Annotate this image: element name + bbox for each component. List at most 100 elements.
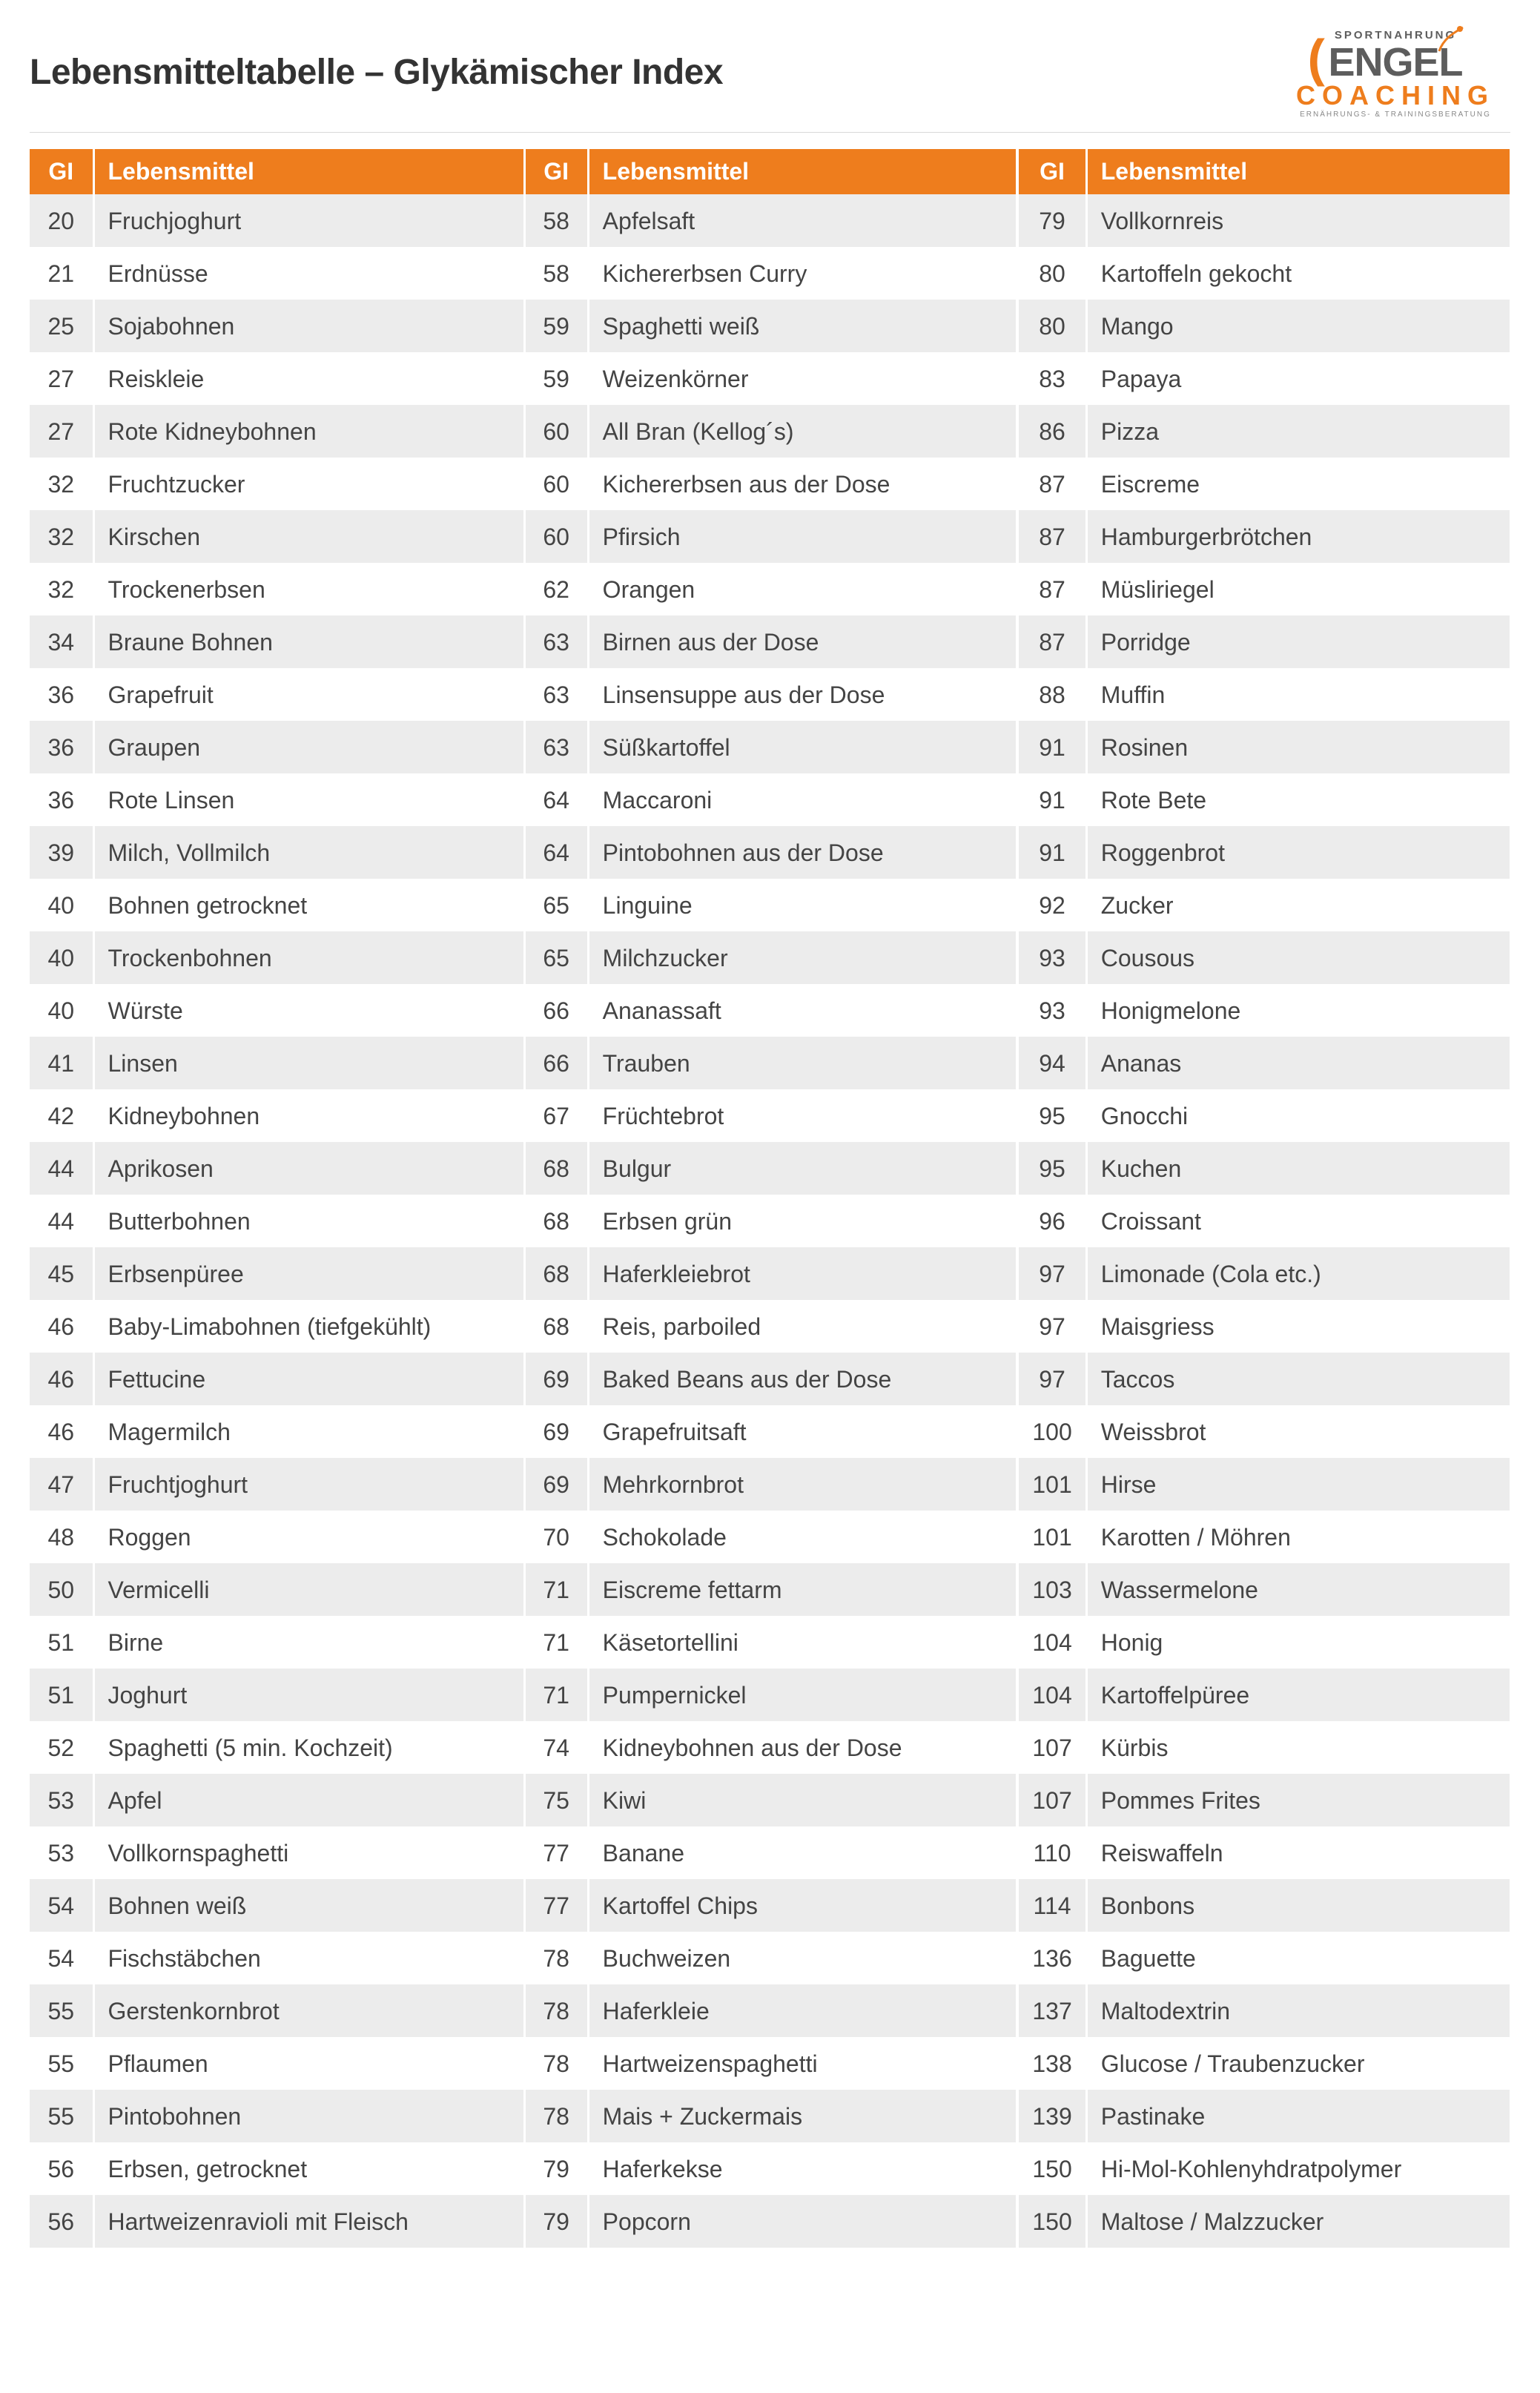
cell-food: Spaghetti (5 min. Kochzeit)	[93, 1721, 523, 1774]
col-header-gi: GI	[524, 149, 588, 194]
cell-gi: 87	[1018, 510, 1086, 563]
cell-gi: 91	[1018, 773, 1086, 826]
cell-food: Kichererbsen aus der Dose	[588, 458, 1016, 510]
cell-food: Weizenkörner	[588, 352, 1016, 405]
cell-food: Haferkleiebrot	[588, 1247, 1016, 1300]
col-header-gi: GI	[1018, 149, 1086, 194]
cell-gi: 39	[30, 826, 93, 879]
cell-gi: 87	[1018, 458, 1086, 510]
cell-food: Kidneybohnen aus der Dose	[588, 1721, 1016, 1774]
cell-food: Sojabohnen	[93, 300, 523, 352]
table-row: 55Gerstenkornbrot	[30, 1984, 523, 2037]
table-row: 67Früchtebrot	[524, 1089, 1016, 1142]
cell-gi: 44	[30, 1142, 93, 1195]
cell-gi: 53	[30, 1774, 93, 1826]
cell-food: Pizza	[1086, 405, 1509, 458]
table-row: 71Käsetortellini	[524, 1616, 1016, 1669]
cell-gi: 55	[30, 2037, 93, 2090]
table-row: 137Maltodextrin	[1018, 1984, 1510, 2037]
cell-food: Baguette	[1086, 1932, 1509, 1984]
logo-swoosh-icon: (	[1307, 32, 1323, 84]
logo-figure-icon	[1433, 22, 1467, 56]
table-column: GILebensmittel79Vollkornreis80Kartoffeln…	[1017, 149, 1510, 2248]
cell-gi: 36	[30, 668, 93, 721]
table-row: 46Baby-Limabohnen (tiefgekühlt)	[30, 1300, 523, 1353]
table-column: GILebensmittel20Fruchjoghurt21Erdnüsse25…	[30, 149, 523, 2248]
cell-gi: 71	[524, 1563, 588, 1616]
cell-gi: 42	[30, 1089, 93, 1142]
cell-gi: 32	[30, 563, 93, 615]
cell-food: Maisgriess	[1086, 1300, 1509, 1353]
cell-food: Kartoffeln gekocht	[1086, 247, 1509, 300]
cell-gi: 56	[30, 2195, 93, 2248]
cell-food: Fettucine	[93, 1353, 523, 1405]
cell-food: Pommes Frites	[1086, 1774, 1509, 1826]
cell-food: Reiskleie	[93, 352, 523, 405]
cell-gi: 58	[524, 194, 588, 247]
cell-gi: 88	[1018, 668, 1086, 721]
cell-gi: 79	[524, 2195, 588, 2248]
cell-food: Banane	[588, 1826, 1016, 1879]
table-row: 32Trockenerbsen	[30, 563, 523, 615]
cell-gi: 41	[30, 1037, 93, 1089]
table-row: 93Cousous	[1018, 931, 1510, 984]
table-row: 77Kartoffel Chips	[524, 1879, 1016, 1932]
table-row: 54Bohnen weiß	[30, 1879, 523, 1932]
cell-food: Zucker	[1086, 879, 1509, 931]
table-row: 100Weissbrot	[1018, 1405, 1510, 1458]
table-row: 71Eiscreme fettarm	[524, 1563, 1016, 1616]
cell-food: Fischstäbchen	[93, 1932, 523, 1984]
cell-food: Haferkleie	[588, 1984, 1016, 2037]
cell-gi: 77	[524, 1826, 588, 1879]
table-row: 68Erbsen grün	[524, 1195, 1016, 1247]
cell-gi: 62	[524, 563, 588, 615]
cell-food: Taccos	[1086, 1353, 1509, 1405]
cell-gi: 79	[1018, 194, 1086, 247]
cell-food: Birnen aus der Dose	[588, 615, 1016, 668]
cell-food: Vollkornreis	[1086, 194, 1509, 247]
cell-food: Reis, parboiled	[588, 1300, 1016, 1353]
col-header-food: Lebensmittel	[93, 149, 523, 194]
cell-food: Ananassaft	[588, 984, 1016, 1037]
cell-gi: 51	[30, 1669, 93, 1721]
table-row: 48Roggen	[30, 1511, 523, 1563]
cell-food: Kichererbsen Curry	[588, 247, 1016, 300]
cell-food: Bonbons	[1086, 1879, 1509, 1932]
table-row: 55Pintobohnen	[30, 2090, 523, 2142]
table-row: 104Honig	[1018, 1616, 1510, 1669]
table-row: 88Muffin	[1018, 668, 1510, 721]
gi-subtable: GILebensmittel58Apfelsaft58Kichererbsen …	[523, 149, 1017, 2248]
table-row: 75Kiwi	[524, 1774, 1016, 1826]
cell-food: Kiwi	[588, 1774, 1016, 1826]
cell-food: Früchtebrot	[588, 1089, 1016, 1142]
brand-logo: SPORTNAHRUNG ( ENGEL COACHING ERNÄHRUNGS…	[1280, 30, 1510, 119]
table-row: 83Papaya	[1018, 352, 1510, 405]
cell-food: Kartoffel Chips	[588, 1879, 1016, 1932]
table-row: 101Hirse	[1018, 1458, 1510, 1511]
table-row: 42Kidneybohnen	[30, 1089, 523, 1142]
table-row: 46Fettucine	[30, 1353, 523, 1405]
cell-gi: 71	[524, 1616, 588, 1669]
table-row: 87Porridge	[1018, 615, 1510, 668]
cell-food: Pflaumen	[93, 2037, 523, 2090]
cell-gi: 27	[30, 405, 93, 458]
cell-gi: 150	[1018, 2142, 1086, 2195]
table-row: 136Baguette	[1018, 1932, 1510, 1984]
table-row: 91Roggenbrot	[1018, 826, 1510, 879]
table-row: 91Rote Bete	[1018, 773, 1510, 826]
cell-food: Buchweizen	[588, 1932, 1016, 1984]
cell-gi: 44	[30, 1195, 93, 1247]
table-row: 27Rote Kidneybohnen	[30, 405, 523, 458]
cell-food: Croissant	[1086, 1195, 1509, 1247]
cell-gi: 55	[30, 2090, 93, 2142]
cell-food: Birne	[93, 1616, 523, 1669]
table-row: 32Fruchtzucker	[30, 458, 523, 510]
cell-food: Eiscreme fettarm	[588, 1563, 1016, 1616]
table-row: 41Linsen	[30, 1037, 523, 1089]
table-row: 101Karotten / Möhren	[1018, 1511, 1510, 1563]
cell-food: Hartweizenravioli mit Fleisch	[93, 2195, 523, 2248]
table-row: 68Haferkleiebrot	[524, 1247, 1016, 1300]
cell-gi: 87	[1018, 563, 1086, 615]
cell-gi: 59	[524, 352, 588, 405]
cell-gi: 51	[30, 1616, 93, 1669]
